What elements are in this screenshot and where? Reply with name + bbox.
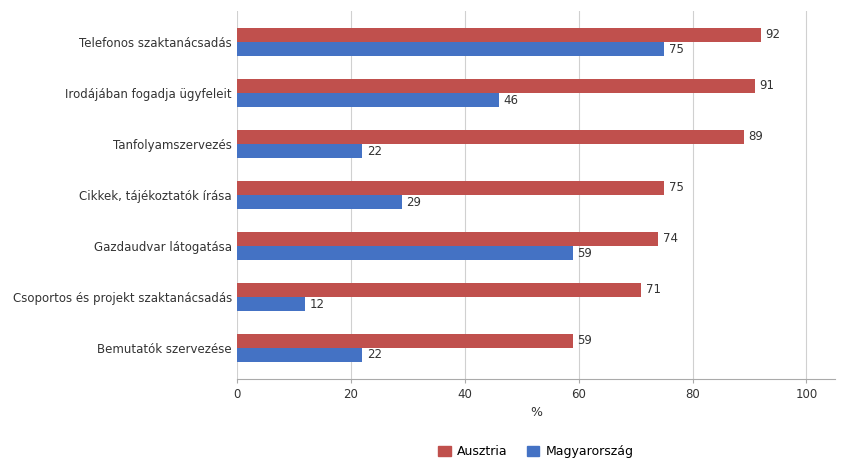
Text: 12: 12 bbox=[310, 298, 325, 310]
Bar bbox=[237, 93, 499, 107]
Bar bbox=[237, 297, 305, 311]
Bar bbox=[237, 195, 402, 209]
Bar bbox=[237, 348, 362, 362]
Text: 74: 74 bbox=[663, 232, 678, 245]
Text: 92: 92 bbox=[766, 29, 780, 42]
Bar bbox=[237, 181, 664, 195]
Bar bbox=[237, 246, 573, 260]
X-axis label: %: % bbox=[530, 407, 542, 419]
Bar bbox=[237, 130, 744, 144]
Bar bbox=[237, 334, 573, 348]
Legend: Ausztria, Magyarország: Ausztria, Magyarország bbox=[433, 440, 639, 462]
Bar bbox=[237, 144, 362, 158]
Text: 75: 75 bbox=[668, 43, 684, 56]
Bar bbox=[237, 79, 755, 93]
Text: 29: 29 bbox=[407, 195, 421, 209]
Bar bbox=[237, 231, 658, 246]
Text: 59: 59 bbox=[578, 334, 592, 347]
Text: 91: 91 bbox=[760, 79, 775, 92]
Text: 46: 46 bbox=[503, 94, 519, 107]
Bar bbox=[237, 283, 641, 297]
Text: 59: 59 bbox=[578, 247, 592, 260]
Text: 89: 89 bbox=[749, 130, 763, 143]
Bar bbox=[237, 28, 761, 42]
Text: 22: 22 bbox=[366, 348, 382, 361]
Text: 22: 22 bbox=[366, 145, 382, 158]
Text: 75: 75 bbox=[668, 182, 684, 195]
Bar bbox=[237, 42, 664, 56]
Text: 71: 71 bbox=[645, 283, 661, 296]
